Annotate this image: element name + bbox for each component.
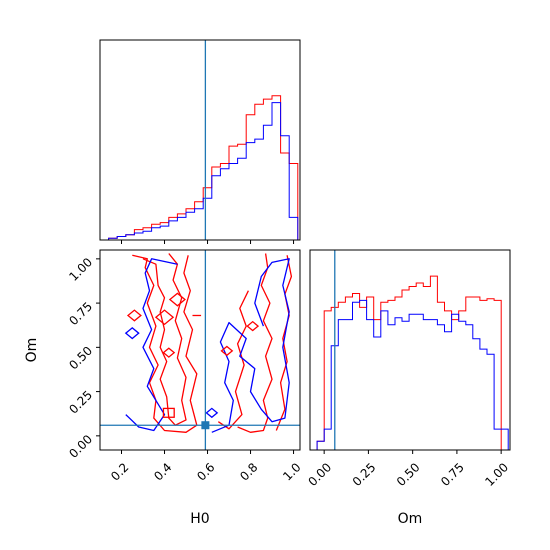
x-tick-label: 0.25 — [350, 460, 379, 489]
y-axis-label-om: Om — [24, 338, 40, 363]
contour-island-series_b — [124, 327, 140, 340]
histogram-marks-om — [316, 275, 509, 451]
contour-line-series_b — [211, 258, 290, 433]
contour-y-ticks: 0.00 0.25 0.50 0.75 1.00 — [66, 255, 100, 461]
contour-island-series_a — [162, 407, 175, 418]
x-axis-label-om: Om — [398, 511, 423, 527]
contour-island-series_a — [168, 292, 186, 307]
histogram-series-series_b — [316, 299, 509, 450]
histogram-series-series_a — [100, 95, 299, 241]
x-tick-label: 0.8 — [237, 460, 260, 483]
x-tick-label: 0.6 — [194, 460, 217, 483]
x-tick-label: 0.50 — [394, 460, 423, 489]
contour-island-series_a — [246, 320, 260, 332]
histogram-frame-h0 — [99, 39, 301, 241]
y-tick-label: 0.75 — [66, 299, 95, 328]
contour-x-ticks: 0.2 0.4 0.6 0.8 1.0 — [108, 450, 304, 484]
contour-frame — [99, 249, 301, 451]
contour-line-series_a — [132, 254, 198, 433]
x-tick-label: 0.75 — [438, 460, 467, 489]
y-tick-label: 0.00 — [66, 432, 95, 461]
histogram-frame-om — [309, 249, 511, 451]
contour-marks — [124, 253, 293, 433]
contour-line-series_a — [217, 290, 249, 430]
y-tick-label: 1.00 — [66, 255, 95, 284]
histogram-panel-h0 — [99, 39, 301, 244]
contour-line-series_a — [237, 253, 273, 433]
x-tick-label: 0.4 — [151, 460, 174, 483]
contour-island-series_a — [126, 309, 142, 322]
histogram-series-series_b — [100, 102, 299, 241]
x-tick-label: 1.0 — [280, 460, 303, 483]
y-tick-label: 0.50 — [66, 344, 95, 373]
truth-marker — [201, 421, 210, 430]
x-tick-label: 0.00 — [305, 460, 334, 489]
histogram-series-series_a — [316, 275, 509, 451]
y-tick-label: 0.25 — [66, 388, 95, 417]
contour-island-series_a — [154, 309, 175, 326]
histogram-ticks-h0 — [121, 240, 295, 244]
histogram-ticks-om: 0.00 0.25 0.50 0.75 1.00 — [305, 450, 511, 489]
contour-line-series_a — [275, 255, 293, 431]
contour-island-series_a — [220, 345, 234, 357]
contour-line-series_b — [125, 258, 178, 432]
histogram-marks-h0 — [100, 95, 299, 241]
contour-line-series_a — [142, 253, 187, 426]
truth-crosshair — [100, 250, 300, 450]
x-tick-label: 1.00 — [482, 460, 511, 489]
contour-island-series_a — [162, 347, 176, 358]
histogram-panel-om: 0.00 0.25 0.50 0.75 1.00 Om — [305, 249, 511, 527]
x-tick-label: 0.2 — [108, 460, 131, 483]
contour-island-series_b — [205, 407, 219, 419]
contour-panel-h0-om: 0.2 0.4 0.6 0.8 1.0 0.000.250.500.751.00 H0 … — [24, 249, 304, 527]
x-axis-label-h0: H0 — [190, 511, 209, 527]
